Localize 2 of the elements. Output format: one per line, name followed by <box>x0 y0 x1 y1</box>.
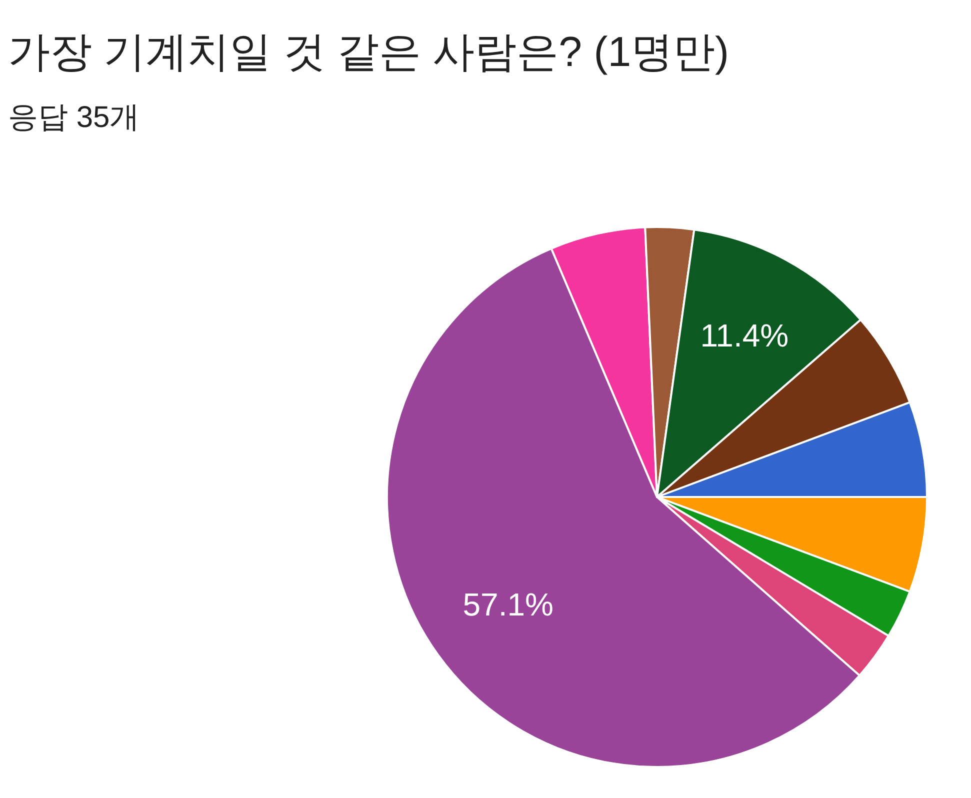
text: 응답 35개 <box>8 101 140 134</box>
chart-title: 가장 기계치일 것 같은 사람은? (1명만) <box>8 28 730 75</box>
